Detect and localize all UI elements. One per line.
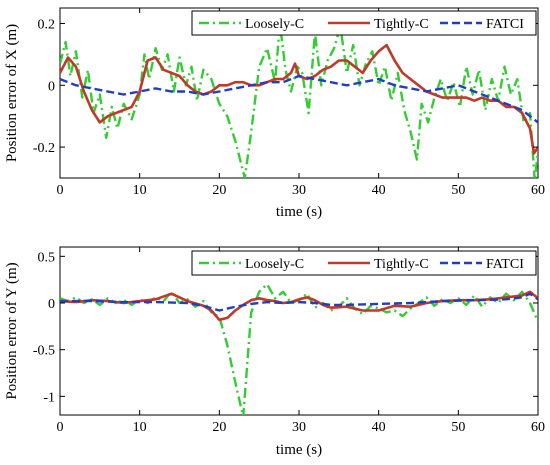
series-group: [60, 283, 538, 415]
y-tick-label: -1: [43, 390, 55, 405]
legend-label: Loosely-C: [245, 17, 304, 32]
axis-ticks: 0 10 20 30 40 50 60 -0.2 0 0.2: [33, 8, 545, 198]
x-axis-label: time (s): [276, 442, 322, 458]
x-tick-label: 10: [133, 420, 147, 435]
x-tick-label: 30: [292, 420, 306, 435]
y-tick-label: 0.2: [38, 17, 56, 32]
x-tick-label: 10: [133, 183, 147, 198]
y-tick-label: -0.5: [33, 344, 55, 359]
x-axis-label: time (s): [276, 204, 322, 220]
axis-ticks: 0 10 20 30 40 50 60 -1 -0.5 0 0.5: [33, 247, 545, 435]
legend-label: Tightly-C: [374, 257, 429, 272]
legend: Loosely-C Tightly-C FATCI: [191, 250, 537, 276]
series-line-fatci: [60, 292, 538, 312]
x-tick-label: 20: [212, 420, 226, 435]
legend-label: Tightly-C: [374, 17, 429, 32]
y-tick-label: 0.5: [38, 250, 56, 265]
x-tick-label: 40: [372, 183, 386, 198]
legend-label: FATCI: [486, 17, 524, 32]
series-group: [60, 22, 538, 178]
x-tick-label: 20: [212, 183, 226, 198]
y-tick-label: 0: [48, 79, 55, 94]
x-tick-label: 50: [451, 420, 465, 435]
x-tick-label: 60: [531, 183, 545, 198]
chart-panel-x: 0 10 20 30 40 50 60 -0.2 0 0.2 time (s) Position …: [4, 7, 545, 220]
y-axis-label: Position error of Y (m): [4, 262, 20, 399]
y-tick-label: 0: [48, 297, 55, 312]
x-tick-label: 0: [57, 183, 64, 198]
series-line-loosely-c: [60, 22, 538, 178]
chart-panel-y: 0 10 20 30 40 50 60 -1 -0.5 0 0.5 time (s) Positio…: [4, 246, 545, 458]
x-tick-label: 40: [372, 420, 386, 435]
y-axis-label: Position error of X (m): [4, 24, 20, 162]
series-line-fatci: [60, 74, 538, 124]
y-tick-label: -0.2: [33, 141, 55, 156]
x-tick-label: 50: [451, 183, 465, 198]
x-tick-label: 30: [292, 183, 306, 198]
legend: Loosely-C Tightly-C FATCI: [191, 10, 537, 36]
x-tick-label: 0: [57, 420, 64, 435]
x-tick-label: 60: [531, 420, 545, 435]
legend-label: Loosely-C: [245, 257, 304, 272]
legend-label: FATCI: [486, 257, 524, 272]
